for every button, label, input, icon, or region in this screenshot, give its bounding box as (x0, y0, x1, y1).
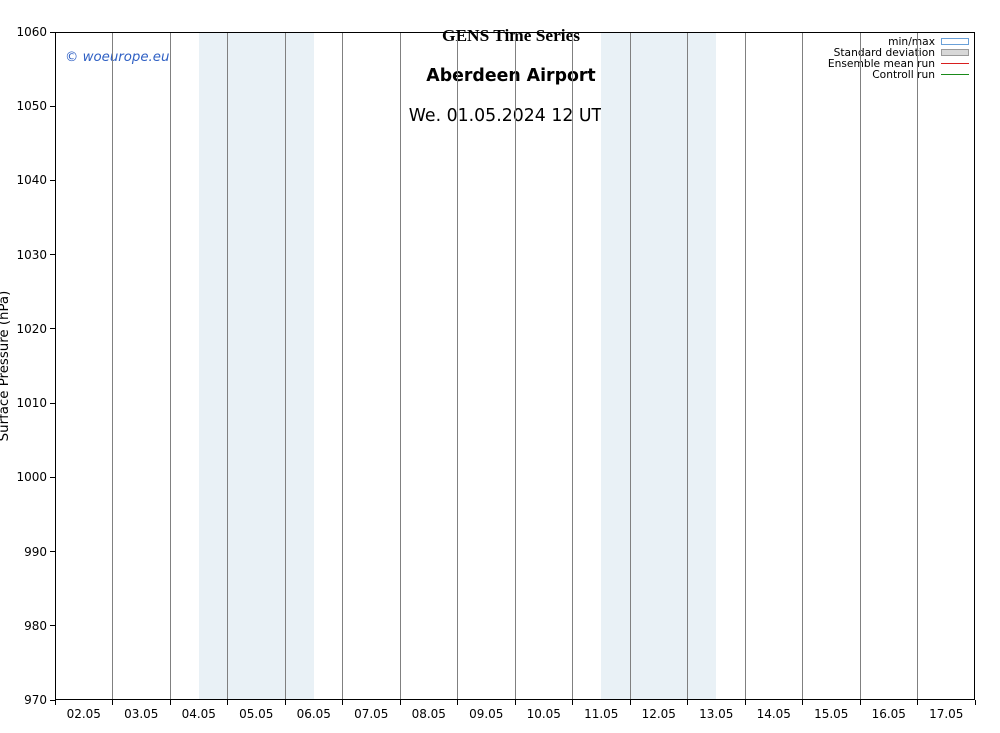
x-tick-label: 05.05 (239, 707, 273, 721)
y-tick (50, 106, 55, 107)
x-tick (745, 700, 746, 705)
legend-swatch (941, 63, 969, 64)
y-tick-label: 980 (24, 619, 47, 633)
y-tick-label: 1010 (16, 396, 47, 410)
legend-swatch (941, 38, 969, 45)
x-tick-label: 03.05 (124, 707, 158, 721)
y-tick-label: 1000 (16, 470, 47, 484)
x-tick (515, 700, 516, 705)
y-tick (50, 254, 55, 255)
grid-line-vertical (802, 32, 803, 700)
x-tick (860, 700, 861, 705)
y-tick (50, 403, 55, 404)
x-tick-label: 13.05 (699, 707, 733, 721)
y-tick (50, 551, 55, 552)
x-tick-label: 12.05 (642, 707, 676, 721)
grid-line-vertical (515, 32, 516, 700)
grid-line-vertical (745, 32, 746, 700)
y-tick (50, 477, 55, 478)
plot-border (55, 32, 975, 33)
y-tick-label: 1020 (16, 322, 47, 336)
y-tick (50, 32, 55, 33)
x-tick (457, 700, 458, 705)
grid-line-vertical (170, 32, 171, 700)
legend-label: Controll run (872, 69, 935, 80)
y-axis-label: Surface Pressure (hPa) (0, 291, 12, 442)
grid-line-vertical (687, 32, 688, 700)
x-tick (112, 700, 113, 705)
watermark: © woeurope.eu (65, 50, 169, 65)
x-tick (55, 700, 56, 705)
grid-line-vertical (112, 32, 113, 700)
legend-item: Controll run (828, 69, 969, 80)
y-tick (50, 180, 55, 181)
x-tick (170, 700, 171, 705)
x-tick-label: 04.05 (182, 707, 216, 721)
grid-line-vertical (227, 32, 228, 700)
pressure-timeseries-chart: GENS Time Series Aberdeen Airport We. 01… (0, 0, 1000, 733)
grid-line-vertical (917, 32, 918, 700)
x-tick (227, 700, 228, 705)
x-tick (917, 700, 918, 705)
y-tick-label: 1040 (16, 173, 47, 187)
x-tick-label: 09.05 (469, 707, 503, 721)
x-tick-label: 08.05 (412, 707, 446, 721)
y-tick-label: 970 (24, 693, 47, 707)
plot-border (974, 32, 975, 700)
x-tick (285, 700, 286, 705)
x-tick (802, 700, 803, 705)
grid-line-vertical (285, 32, 286, 700)
weekend-band (199, 32, 314, 700)
x-tick (687, 700, 688, 705)
y-tick-label: 1030 (16, 248, 47, 262)
x-tick (400, 700, 401, 705)
grid-line-vertical (342, 32, 343, 700)
y-tick-label: 1060 (16, 25, 47, 39)
x-tick (975, 700, 976, 705)
legend-swatch (941, 49, 969, 56)
y-tick (50, 625, 55, 626)
x-tick-label: 14.05 (757, 707, 791, 721)
x-tick-label: 16.05 (872, 707, 906, 721)
x-tick-label: 17.05 (929, 707, 963, 721)
grid-line-vertical (400, 32, 401, 700)
y-tick-label: 990 (24, 545, 47, 559)
x-tick-label: 10.05 (527, 707, 561, 721)
x-tick-label: 02.05 (67, 707, 101, 721)
y-tick-label: 1050 (16, 99, 47, 113)
x-tick-label: 11.05 (584, 707, 618, 721)
y-tick (50, 700, 55, 701)
y-tick (50, 328, 55, 329)
x-tick-label: 07.05 (354, 707, 388, 721)
grid-line-vertical (860, 32, 861, 700)
grid-line-vertical (457, 32, 458, 700)
plot-border (55, 32, 56, 700)
legend-swatch (941, 74, 969, 75)
legend: min/maxStandard deviationEnsemble mean r… (828, 36, 969, 80)
x-tick-label: 06.05 (297, 707, 331, 721)
grid-line-vertical (572, 32, 573, 700)
x-tick (572, 700, 573, 705)
weekend-band (601, 32, 716, 700)
grid-line-vertical (630, 32, 631, 700)
x-tick (630, 700, 631, 705)
plot-area: © woeurope.eu min/maxStandard deviationE… (55, 32, 975, 700)
x-tick-label: 15.05 (814, 707, 848, 721)
x-tick (342, 700, 343, 705)
